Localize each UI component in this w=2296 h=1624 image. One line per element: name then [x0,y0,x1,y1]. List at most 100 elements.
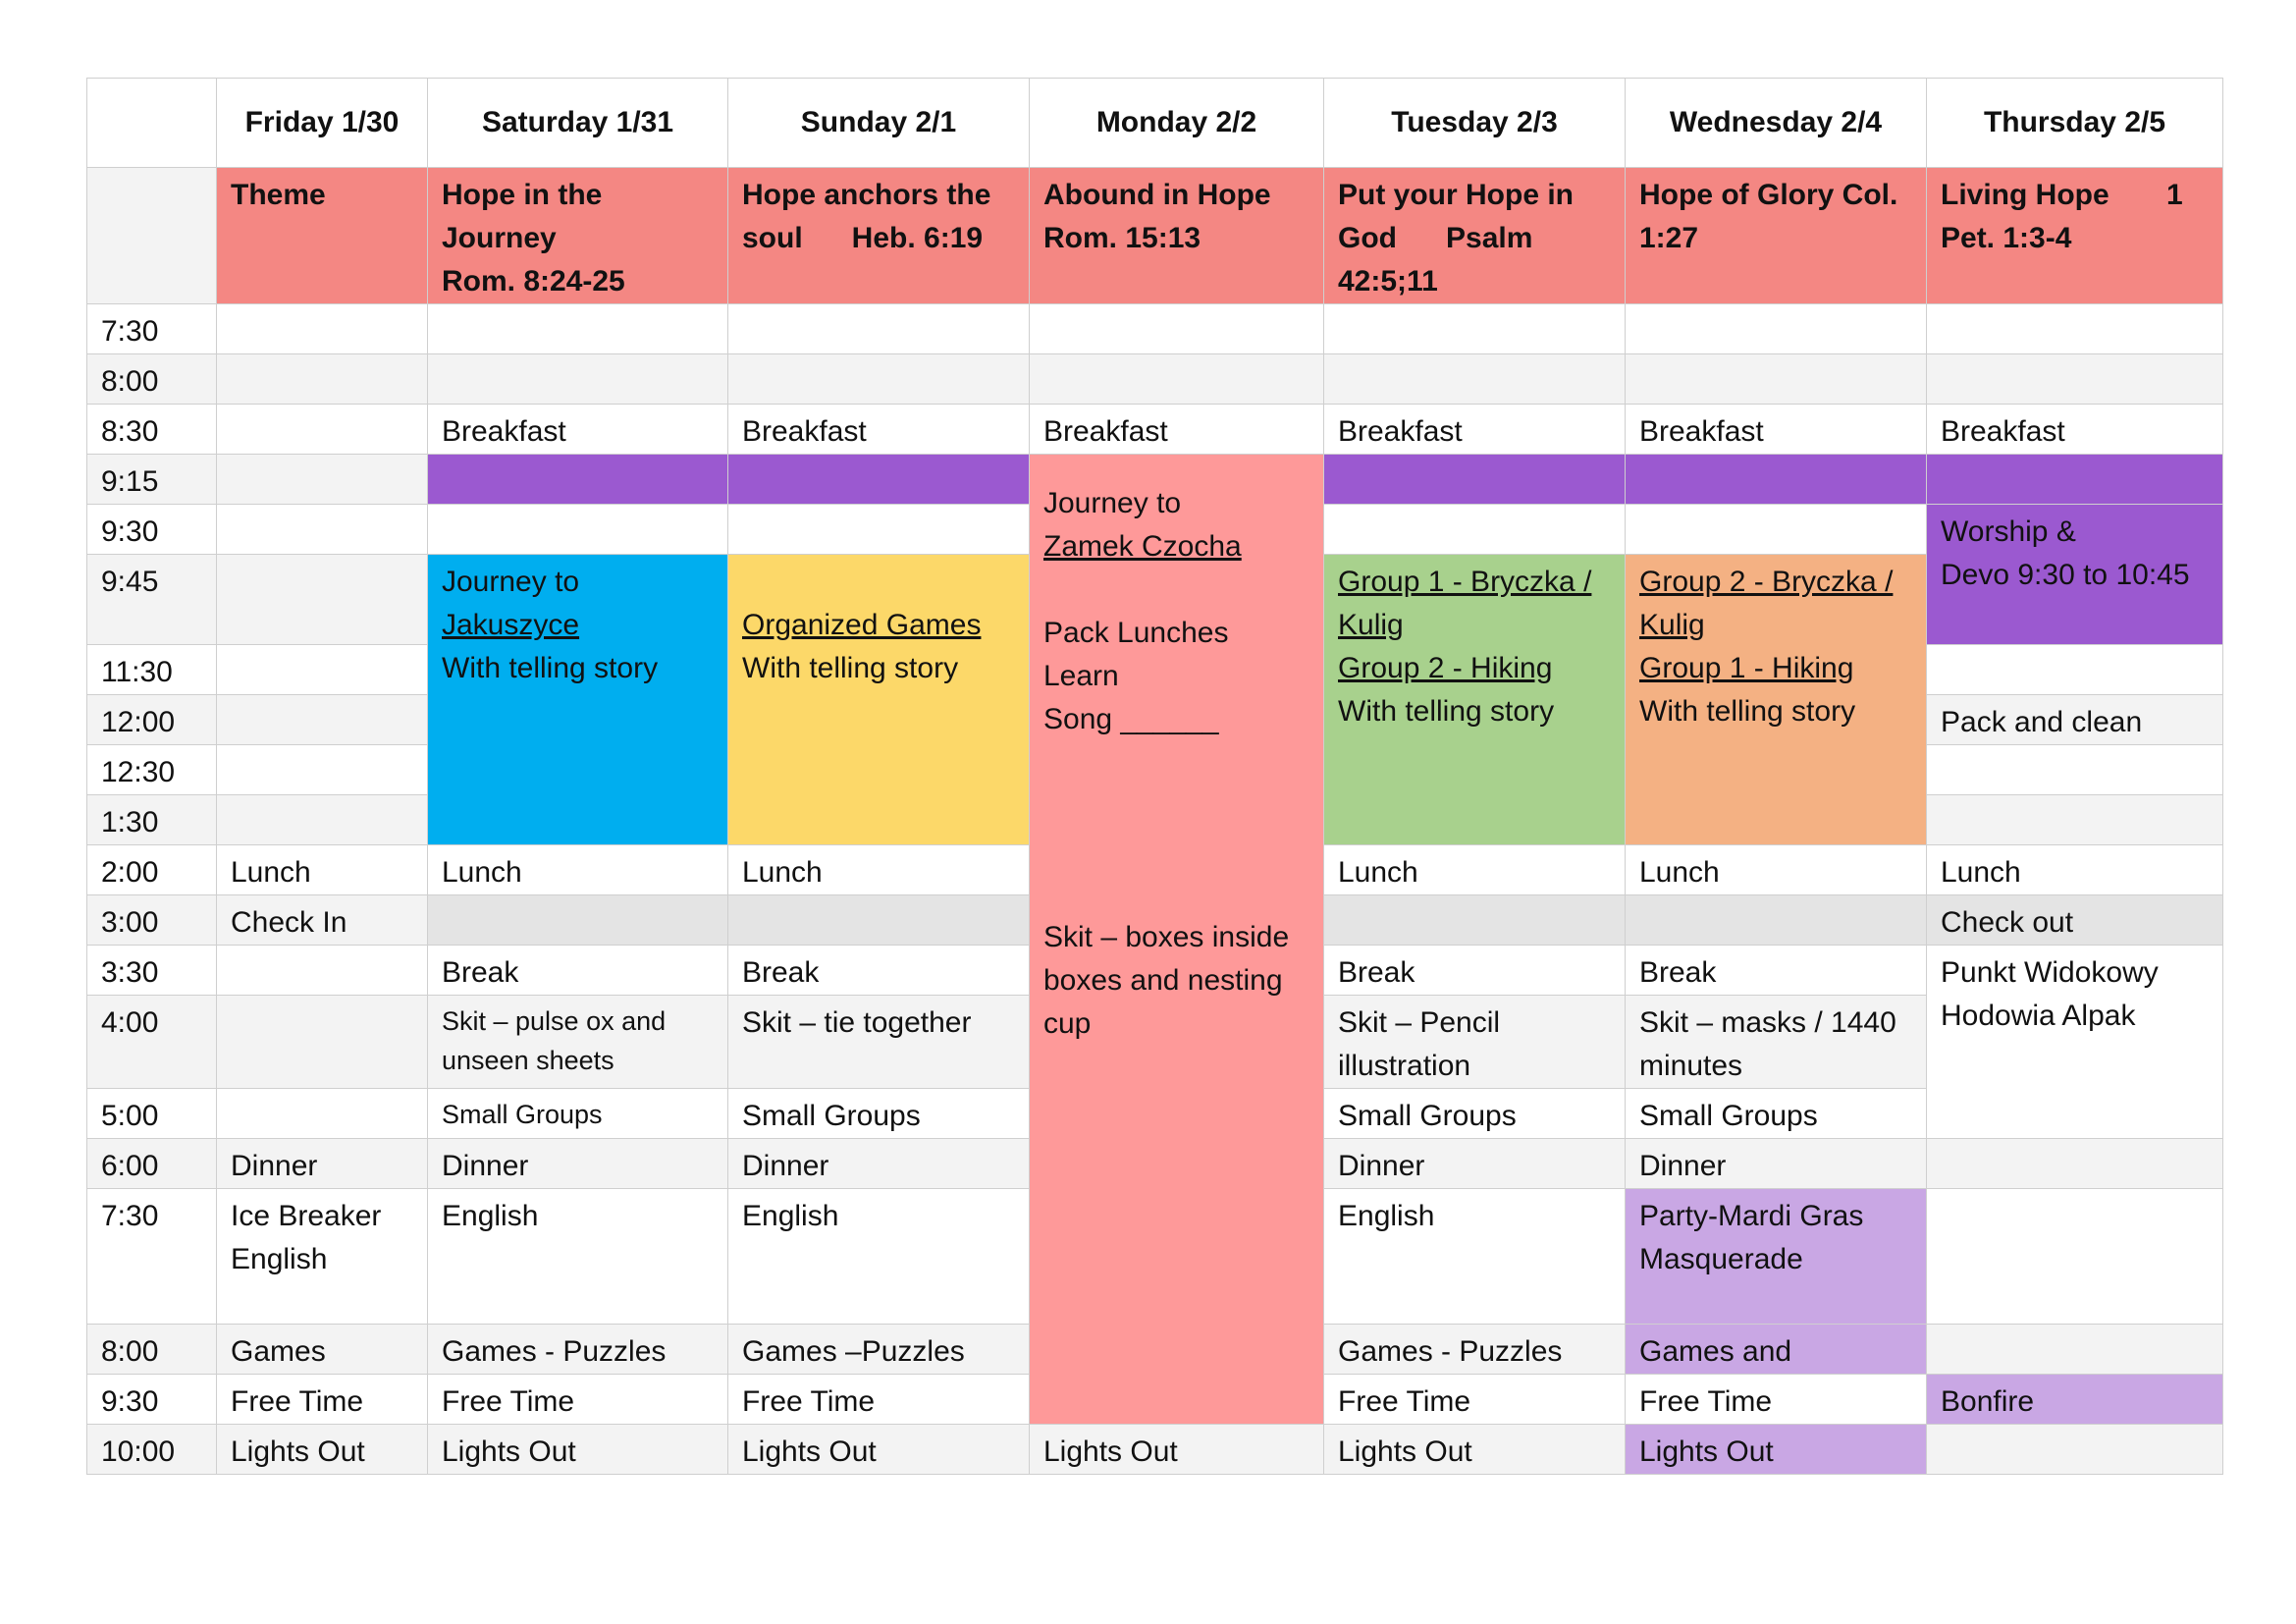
time-label: 11:30 [86,644,217,695]
breakfast-cell: Breakfast [1926,404,2223,455]
theme-line: soul Heb. 6:19 [742,222,984,254]
group-line: Group 2 - Hiking [1338,652,1553,684]
cell [1323,303,1626,354]
lunch-cell: Lunch [427,844,728,895]
trip-line: Song ______ [1043,703,1219,735]
games-cell: Games - Puzzles [427,1324,728,1375]
lunch-cell: Lunch [1625,844,1927,895]
theme-line: Hope of Glory Col. [1639,179,1898,211]
cell [216,303,428,354]
lights-out-cell: Lights Out [1625,1424,1927,1475]
party-line: Party-Mardi Gras [1639,1200,1864,1232]
group-line: Kulig [1338,609,1404,641]
time-label: 4:00 [86,995,217,1089]
theme-thursday: Living Hope 1 Pet. 1:3-4 [1926,167,2223,304]
theme-monday: Abound in Hope Rom. 15:13 [1029,167,1324,304]
break-cell: Break [1625,945,1927,996]
lunch-cell: Lunch [727,844,1030,895]
trip-line: With telling story [442,652,659,684]
group-line: Group 2 - Bryczka / [1639,566,1894,598]
games-cell: Games - Puzzles [1323,1324,1626,1375]
theme-time-cell [86,167,217,304]
trip-line: cup [1043,1007,1092,1040]
lunch-cell: Lunch [1926,844,2223,895]
cell [216,454,428,505]
cell [1323,894,1626,946]
cell [216,1088,428,1139]
time-label: 9:30 [86,1374,217,1425]
games-cell: Games –Puzzles [727,1324,1030,1375]
group-line: Group 1 - Bryczka / [1338,566,1592,598]
time-row: 8:30 Breakfast Breakfast Breakfast Break… [86,404,2223,455]
trip-line: boxes and nesting [1043,964,1283,997]
skit-cell: Skit – tie together [727,995,1030,1089]
time-label: 7:30 [86,303,217,354]
party-line: Masquerade [1639,1243,1803,1275]
cell [1625,303,1927,354]
time-label: 8:30 [86,404,217,455]
time-row: 2:00 Lunch Lunch Lunch Lunch Lunch Lunch [86,844,2223,895]
time-label: 12:00 [86,694,217,745]
lights-out-cell: Lights Out [216,1424,428,1475]
skit-line: Skit – pulse ox and [442,1006,667,1036]
cell [216,794,428,845]
breakfast-cell: Breakfast [427,404,728,455]
time-row: 5:00 Small Groups Small Groups Small Gro… [86,1088,2223,1139]
skit-cell: Skit – masks / 1440 minutes [1625,995,1927,1089]
free-time-cell: Free Time [727,1374,1030,1425]
cell [1625,504,1927,555]
time-row: 7:30 [86,303,2223,354]
cell [1926,1138,2223,1189]
break-cell: Break [427,945,728,996]
theme-line: Put your Hope in [1338,179,1574,211]
small-groups-cell: Small Groups [427,1088,728,1139]
dinner-cell: Dinner [1323,1138,1626,1189]
theme-label: Theme [216,167,428,304]
cell [216,644,428,695]
day-header: Friday 1/30 [216,78,428,168]
skit-cell: Skit – Pencil illustration [1323,995,1626,1089]
cell [1926,1324,2223,1375]
thursday-excursion-block: Punkt Widokowy Hodowia Alpak [1926,945,2223,1139]
free-time-cell: Free Time [1625,1374,1927,1425]
theme-line: Hope anchors the [742,179,991,211]
cell [427,894,728,946]
cell [1926,303,2223,354]
theme-sunday: Hope anchors the soul Heb. 6:19 [727,167,1030,304]
trip-line: Pack Lunches [1043,617,1229,649]
excursion-line: Punkt Widokowy [1941,956,2159,989]
group-line: With telling story [1338,695,1555,728]
cell [1625,353,1927,405]
dinner-cell: Dinner [1625,1138,1927,1189]
schedule-table: Friday 1/30 Saturday 1/31 Sunday 2/1 Mon… [86,78,2223,1475]
time-row: 3:00 Check In Check out [86,894,2223,946]
skit-line: illustration [1338,1050,1471,1082]
time-label: 6:00 [86,1138,217,1189]
theme-line: Rom. 15:13 [1043,222,1201,254]
games-cell: Games and [1625,1324,1927,1375]
day-header: Sunday 2/1 [727,78,1030,168]
cell [1323,504,1626,555]
day-header: Thursday 2/5 [1926,78,2223,168]
free-time-cell: Free Time [427,1374,728,1425]
time-label: 12:30 [86,744,217,795]
breakfast-cell: Breakfast [1625,404,1927,455]
time-row: 3:30 Break Break Break Break Punkt Widok… [86,945,2223,1139]
cell [216,404,428,455]
small-groups-cell: Small Groups [1625,1088,1927,1139]
theme-line: 42:5;11 [1338,265,1438,298]
skit-line: Skit – masks / 1440 [1639,1006,1896,1039]
group-line: Kulig [1639,609,1705,641]
lunch-cell: Lunch [1323,844,1626,895]
header-row: Friday 1/30 Saturday 1/31 Sunday 2/1 Mon… [86,78,2223,168]
break-cell: Break [727,945,1030,996]
thursday-worship-block: Worship & Devo 9:30 to 10:45 [1926,504,2223,645]
worship-bar [1625,454,1927,505]
bonfire-cell: Bonfire [1926,1374,2223,1425]
cell [216,504,428,555]
ice-breaker-cell: Ice Breaker English [216,1188,428,1325]
theme-saturday: Hope in the Journey Rom. 8:24-25 [427,167,728,304]
breakfast-cell: Breakfast [1323,404,1626,455]
cell [727,504,1030,555]
